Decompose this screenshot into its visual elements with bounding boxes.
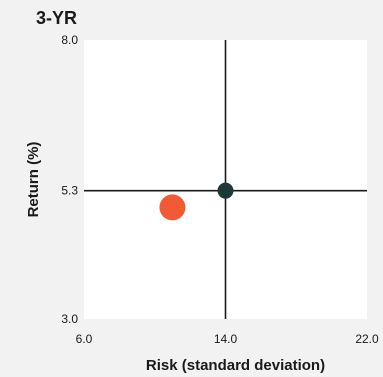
chart-title: 3-YR xyxy=(36,8,78,28)
x-axis-title: Risk (standard deviation) xyxy=(146,357,325,374)
y-tick-label: 8.0 xyxy=(61,33,78,47)
y-tick-label: 3.0 xyxy=(61,312,78,326)
fund-point xyxy=(159,194,186,221)
x-tick-label: 6.0 xyxy=(76,332,93,346)
x-tick-label: 22.0 xyxy=(355,332,379,346)
benchmark-point xyxy=(217,182,234,199)
x-tick-label: 14.0 xyxy=(214,332,238,346)
y-tick-label: 5.3 xyxy=(61,184,78,198)
y-axis-title: Return (%) xyxy=(25,142,42,218)
